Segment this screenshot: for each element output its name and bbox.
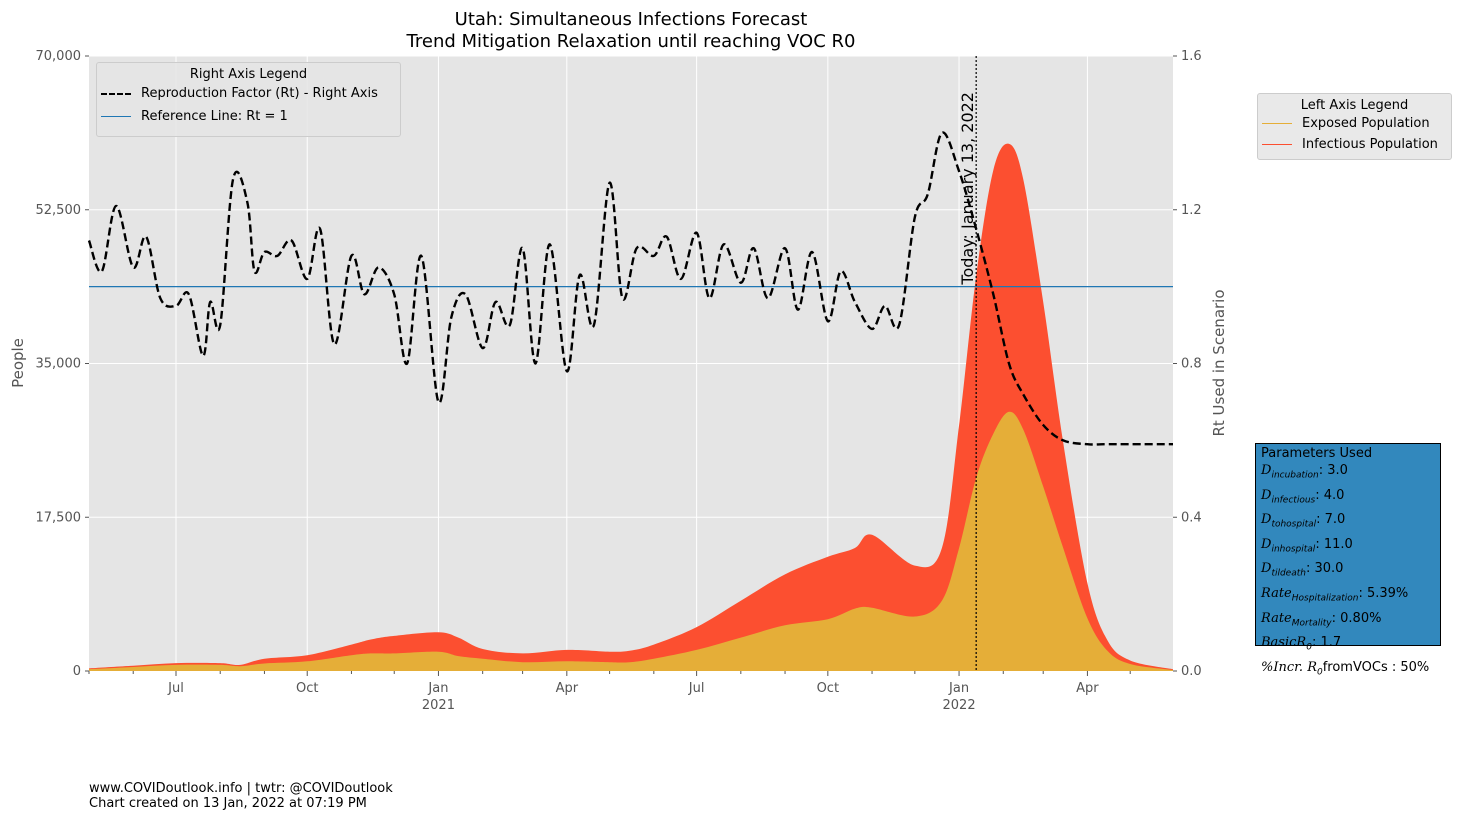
parameter-row: RateMortality: 0.80% (1261, 609, 1435, 634)
left-axis-legend: Left Axis Legend Exposed Population Infe… (1257, 93, 1452, 160)
legend-item-reference: Reference Line: Rt = 1 (97, 105, 400, 128)
parameter-value: : 7.0 (1316, 512, 1346, 528)
legend-item-rt: Reproduction Factor (Rt) - Right Axis (97, 82, 400, 105)
areas (89, 143, 1173, 672)
parameter-symbol: Rate (1261, 610, 1292, 626)
parameter-row: Dtildeath: 30.0 (1261, 559, 1435, 584)
parameter-value: : 4.0 (1315, 487, 1345, 503)
parameter-symbol: Rate (1261, 585, 1292, 601)
today-label: Today: January 13, 2022 (958, 92, 977, 286)
y-axis-label: People (9, 338, 27, 388)
right-axis-legend: Right Axis Legend Reproduction Factor (R… (96, 62, 401, 137)
parameter-row: Dincubation: 3.0 (1261, 461, 1435, 486)
rt-line (87, 131, 1173, 446)
y-tick-label: 70,000 (36, 49, 82, 64)
parameter-symbol: D (1261, 463, 1272, 478)
parameter-value: : 30.0 (1305, 561, 1344, 577)
parameter-symbol: D (1261, 487, 1272, 503)
parameter-value: : 11.0 (1315, 536, 1353, 552)
legend-item-exposed: Exposed Population (1258, 113, 1451, 134)
parameter-symbol: %Incr. R (1261, 659, 1317, 675)
footer: www.COVIDoutlook.info | twtr: @COVIDoutl… (89, 781, 393, 811)
infectious-swatch (1262, 144, 1292, 145)
x-tick-label: Apr (556, 681, 579, 696)
parameter-symbol: BasicR (1261, 635, 1307, 651)
legend-label-infectious: Infectious Population (1302, 137, 1438, 152)
y2-tick-label: 1.6 (1181, 49, 1202, 64)
exposed-area (89, 411, 1173, 671)
x-tick-label: Jul (167, 681, 184, 696)
legend-label-reference: Reference Line: Rt = 1 (141, 109, 288, 124)
y-tick-label: 35,000 (36, 357, 82, 372)
parameter-subscript: tildeath (1271, 568, 1306, 579)
parameters-list: Dincubation: 3.0 Dinfectious: 4.0 Dtohospi… (1261, 461, 1435, 682)
left-axis-legend-title: Left Axis Legend (1300, 98, 1409, 113)
y2-tick-label: 0.8 (1181, 357, 1202, 372)
parameter-subscript: 0 (1306, 642, 1312, 653)
y2-tick-label: 1.2 (1181, 203, 1202, 218)
x-tick-label: Jan (948, 681, 969, 696)
parameter-row: Dinhospital: 11.0 (1261, 535, 1435, 560)
lines: Today: January 13, 2022 (87, 56, 1173, 671)
parameters-title: Parameters Used (1261, 446, 1373, 461)
axes: 0 17,500 35,000 52,500 70,000 0.0 0.4 0.8 1.2 1.6… (36, 49, 1202, 713)
x-tick-label: Oct (296, 681, 318, 696)
y2-tick-label: 0.4 (1181, 510, 1202, 525)
x-tick-year: 2022 (943, 698, 976, 713)
parameter-value: fromVOCs : 50% (1322, 659, 1430, 675)
x-tick-year: 2021 (422, 698, 455, 713)
parameter-value: : 5.39% (1358, 585, 1409, 601)
x-tick-label: Jan (427, 681, 448, 696)
chart-subtitle: Trend Mitigation Relaxation until reachi… (406, 31, 856, 52)
y-tick-label: 17,500 (36, 510, 82, 525)
y-tick-label: 0 (73, 664, 81, 679)
legend-label-rt: Reproduction Factor (Rt) - Right Axis (141, 86, 378, 101)
rt-swatch (101, 92, 131, 95)
footer-credit: www.COVIDoutlook.info | twtr: @COVIDoutl… (89, 781, 393, 796)
parameter-subscript: incubation (1271, 470, 1319, 481)
parameter-row: BasicR0: 1.7 (1261, 633, 1435, 658)
parameter-subscript: Hospitalization (1291, 593, 1359, 604)
exposed-swatch (1262, 123, 1292, 124)
y2-axis-label: Rt Used in Scenario (1210, 289, 1228, 436)
parameters-box: Parameters Used Dincubation: 3.0 Dinfecti… (1255, 443, 1441, 677)
parameter-value: : 3.0 (1318, 463, 1348, 478)
y2-tick-label: 0.0 (1181, 664, 1202, 679)
legend-item-infectious: Infectious Population (1258, 134, 1451, 155)
parameter-value: : 1.7 (1311, 635, 1342, 651)
parameter-subscript: tohospital (1271, 519, 1317, 530)
parameter-symbol: D (1261, 561, 1272, 577)
right-axis-legend-title: Right Axis Legend (189, 67, 308, 82)
parameter-row: Dinfectious: 4.0 (1261, 486, 1435, 511)
x-tick-label: Jul (688, 681, 705, 696)
parameter-symbol: D (1261, 512, 1272, 528)
parameter-subscript: infectious (1271, 495, 1316, 506)
legend-label-exposed: Exposed Population (1302, 116, 1430, 131)
parameter-row: Dtohospital: 7.0 (1261, 510, 1435, 535)
chart-title: Utah: Simultaneous Infections Forecast (455, 9, 808, 30)
parameter-symbol: D (1261, 536, 1272, 552)
parameter-subscript: inhospital (1271, 544, 1316, 555)
parameter-row: %Incr. R0fromVOCs : 50% (1261, 658, 1435, 683)
parameter-value: : 0.80% (1331, 610, 1382, 626)
x-tick-label: Oct (817, 681, 839, 696)
parameter-subscript: 0 (1316, 667, 1323, 678)
reference-swatch (101, 116, 131, 117)
x-tick-label: Apr (1076, 681, 1099, 696)
parameter-subscript: Mortality (1291, 618, 1332, 629)
footer-created: Chart created on 13 Jan, 2022 at 07:19 P… (89, 796, 367, 811)
parameter-row: RateHospitalization: 5.39% (1261, 584, 1435, 609)
y-tick-label: 52,500 (36, 203, 82, 218)
